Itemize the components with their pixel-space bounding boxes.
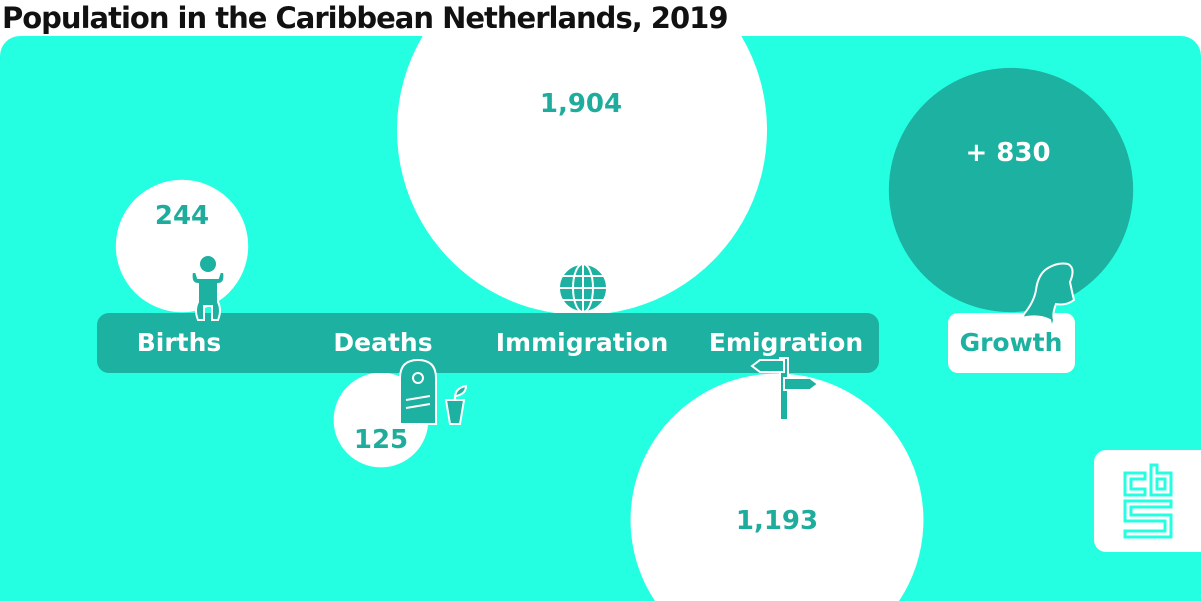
infographic-panel: Births Deaths Immigration Emigration Gro… <box>0 36 1201 601</box>
bubble-layer <box>115 36 1134 601</box>
gravestone-icon <box>399 358 468 425</box>
value-deaths: 125 <box>353 425 409 455</box>
bubble-immigration <box>396 36 768 316</box>
value-immigration: 1,904 <box>539 89 623 119</box>
label-growth: Growth <box>959 328 1063 357</box>
value-births: 244 <box>154 201 210 231</box>
value-growth: + 830 <box>965 138 1051 168</box>
bubble-growth <box>888 67 1134 313</box>
signpost-icon <box>750 357 820 421</box>
chart-title: Population in the Caribbean Netherlands,… <box>2 1 729 35</box>
netherlands-map-icon <box>1020 262 1076 328</box>
label-emigration: Emigration <box>708 328 864 357</box>
bubble-emigration <box>630 373 924 601</box>
baby-icon <box>190 256 226 321</box>
label-births: Births <box>136 328 222 357</box>
value-emigration: 1,193 <box>735 506 819 536</box>
label-immigration: Immigration <box>495 328 669 357</box>
label-deaths: Deaths <box>333 328 433 357</box>
globe-icon <box>558 263 608 313</box>
cbs-logo <box>1094 450 1201 552</box>
cbs-logo-icon <box>1123 463 1173 539</box>
category-bar <box>97 313 879 373</box>
